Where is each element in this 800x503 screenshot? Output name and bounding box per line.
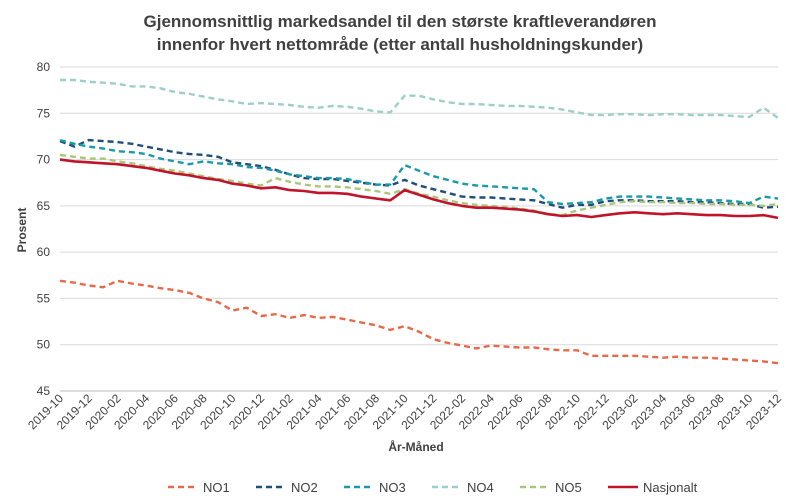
y-tick-label: 65 bbox=[37, 199, 51, 213]
gridlines bbox=[60, 66, 778, 392]
series-line-no4 bbox=[60, 78, 779, 119]
series-line-no3 bbox=[59, 138, 779, 206]
y-tick-label: 70 bbox=[37, 153, 51, 167]
y-tick-label: 75 bbox=[37, 106, 51, 120]
chart-title-line-2: innenfor hvert nettområde (etter antall … bbox=[157, 35, 643, 54]
y-tick-label: 45 bbox=[37, 384, 51, 398]
chart-title-line-1: Gjennomsnittlig markedsandel til den stø… bbox=[144, 12, 657, 31]
legend-label-no4: NO4 bbox=[467, 480, 494, 495]
chart-title: Gjennomsnittlig markedsandel til den stø… bbox=[144, 12, 657, 54]
series-lines bbox=[59, 78, 779, 365]
x-axis-ticks: 2019-102019-122020-022020-042020-062020-… bbox=[25, 391, 784, 432]
legend-label-no2: NO2 bbox=[291, 480, 318, 495]
x-axis-title: År-Måned bbox=[388, 439, 443, 454]
series-line-no5 bbox=[59, 153, 779, 217]
y-tick-label: 80 bbox=[37, 60, 51, 74]
legend-label-no3: NO3 bbox=[379, 480, 406, 495]
y-axis-title: Prosent bbox=[15, 208, 29, 253]
series-line-no1 bbox=[59, 279, 779, 365]
legend-label-no5: NO5 bbox=[555, 480, 582, 495]
legend-label-nasjonalt: Nasjonalt bbox=[643, 480, 698, 495]
series-line-no2 bbox=[59, 138, 779, 209]
legend-label-no1: NO1 bbox=[203, 480, 230, 495]
legend: NO1 NO2 NO3 NO4 NO5 Nasjonalt bbox=[168, 480, 698, 495]
y-tick-label: 50 bbox=[37, 338, 51, 352]
y-axis-ticks: 45 50 55 60 65 70 75 80 bbox=[37, 60, 51, 398]
y-tick-label: 60 bbox=[37, 245, 51, 259]
y-tick-label: 55 bbox=[37, 291, 51, 305]
series-line-nasjonalt bbox=[59, 158, 779, 220]
